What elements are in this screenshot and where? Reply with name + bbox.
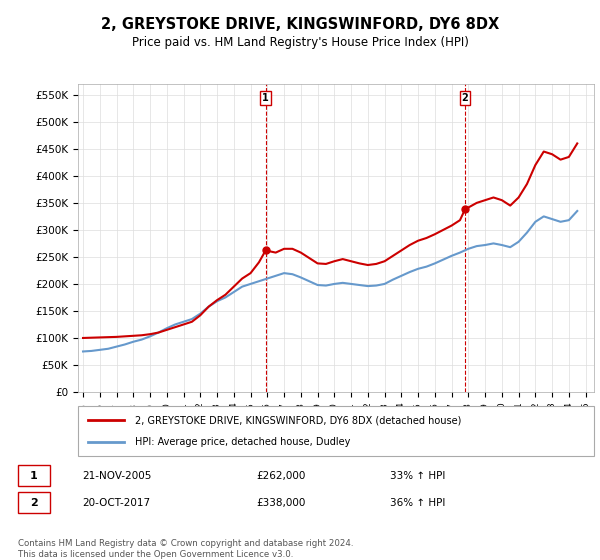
Text: £338,000: £338,000 — [256, 498, 306, 507]
Text: 36% ↑ HPI: 36% ↑ HPI — [391, 498, 446, 507]
Text: 21-NOV-2005: 21-NOV-2005 — [82, 470, 151, 480]
Text: 2: 2 — [30, 498, 38, 507]
FancyBboxPatch shape — [18, 465, 50, 486]
Text: £262,000: £262,000 — [256, 470, 306, 480]
Text: Price paid vs. HM Land Registry's House Price Index (HPI): Price paid vs. HM Land Registry's House … — [131, 36, 469, 49]
Text: 1: 1 — [262, 93, 269, 103]
FancyBboxPatch shape — [78, 406, 594, 456]
Text: HPI: Average price, detached house, Dudley: HPI: Average price, detached house, Dudl… — [135, 437, 350, 447]
Text: 1: 1 — [30, 470, 38, 480]
Text: 2: 2 — [461, 93, 469, 103]
Text: This data is licensed under the Open Government Licence v3.0.: This data is licensed under the Open Gov… — [18, 550, 293, 559]
FancyBboxPatch shape — [18, 492, 50, 513]
Text: 20-OCT-2017: 20-OCT-2017 — [82, 498, 150, 507]
Text: Contains HM Land Registry data © Crown copyright and database right 2024.: Contains HM Land Registry data © Crown c… — [18, 539, 353, 548]
Text: 2, GREYSTOKE DRIVE, KINGSWINFORD, DY6 8DX: 2, GREYSTOKE DRIVE, KINGSWINFORD, DY6 8D… — [101, 17, 499, 32]
Text: 2, GREYSTOKE DRIVE, KINGSWINFORD, DY6 8DX (detached house): 2, GREYSTOKE DRIVE, KINGSWINFORD, DY6 8D… — [135, 415, 461, 425]
Text: 33% ↑ HPI: 33% ↑ HPI — [391, 470, 446, 480]
